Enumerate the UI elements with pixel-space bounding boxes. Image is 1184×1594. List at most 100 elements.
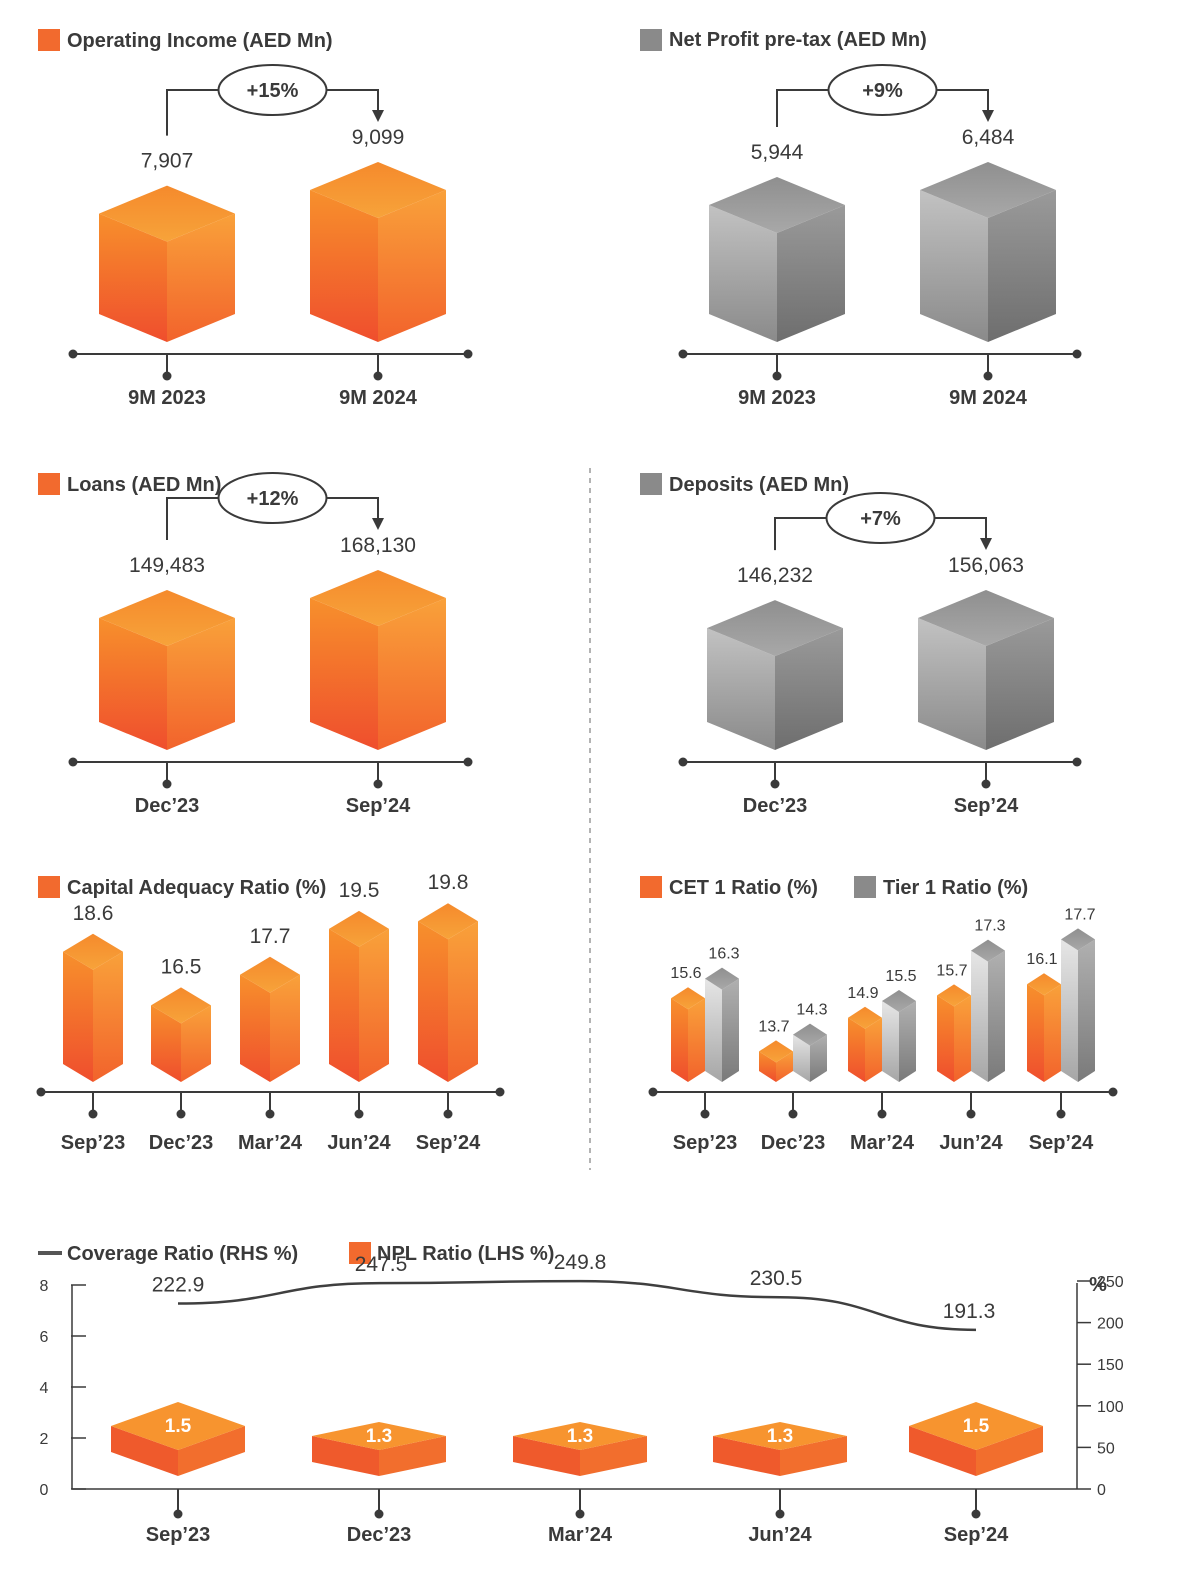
x-tick-dot [162, 779, 172, 789]
prism-right-face [865, 1017, 882, 1082]
x-tick-label: Sep’24 [944, 1524, 1009, 1546]
cet1-bar [937, 984, 971, 1082]
left-tick-label: 6 [40, 1329, 49, 1346]
car-bar [418, 903, 478, 1082]
axis-end-dot [678, 349, 688, 359]
prism-right-face [780, 1436, 847, 1476]
prism-right-face [988, 190, 1056, 342]
deposits-chart: Deposits (AED Mn) 146,232 Dec’23 156,063 Se… [640, 473, 1082, 817]
prism-top-face [99, 185, 235, 242]
x-tick-label: Dec’23 [135, 795, 200, 817]
axis-end-dot [463, 349, 473, 359]
prism-left-face [513, 1436, 580, 1476]
legend-swatch-npl [349, 1242, 371, 1264]
x-tick-dot [775, 1509, 785, 1519]
tier1-bar [882, 990, 916, 1082]
left-tick-label: 0 [40, 1482, 49, 1499]
tier1-data-label: 16.3 [708, 946, 739, 963]
prism-right-face [899, 1001, 916, 1082]
data-label: 18.6 [73, 902, 114, 925]
prism-top-face [1027, 973, 1061, 996]
x-tick-dot [354, 1109, 364, 1119]
growth-bracket-left [166, 497, 219, 540]
coverage-line [177, 1279, 977, 1332]
bar-cube [310, 162, 446, 342]
prism-top-face [848, 1006, 882, 1029]
prism-left-face [312, 1436, 379, 1476]
growth-bracket-right [326, 497, 379, 522]
prism-top-face [920, 162, 1056, 218]
prism-left-face [240, 974, 270, 1082]
right-tick-label: 100 [1097, 1399, 1124, 1416]
axis-end-dot [1072, 757, 1082, 767]
left-tick-label: 4 [40, 1380, 49, 1397]
prism-top-face [310, 162, 446, 218]
legend-label-tier1: Tier 1 Ratio (%) [883, 877, 1028, 899]
prism-right-face [181, 1005, 211, 1082]
data-label: 19.5 [339, 879, 380, 902]
prism-right-face [777, 204, 845, 342]
x-tick-label: Dec’23 [347, 1524, 412, 1546]
prism-left-face [329, 928, 359, 1082]
prism-top-face [312, 1422, 446, 1450]
growth-arrow-head [372, 110, 384, 122]
car-bar [63, 933, 123, 1082]
axis-end-dot [495, 1087, 505, 1097]
prism-right-face [93, 951, 123, 1082]
axis-end-dot [1108, 1087, 1118, 1097]
legend-label-coverage: Coverage Ratio (RHS %) [67, 1243, 298, 1265]
growth-badge [217, 472, 328, 524]
legend-swatch-cet1 [640, 876, 662, 898]
loans-chart: Loans (AED Mn) 149,483 Dec’23 168,130 Sep’2… [38, 472, 473, 817]
prism-right-face [722, 978, 739, 1082]
prism-right-face [986, 618, 1054, 750]
prism-left-face [793, 1034, 810, 1082]
axis-end-dot [463, 757, 473, 767]
x-tick-dot [788, 1109, 798, 1119]
cet1-bar [848, 1006, 882, 1082]
bar-cube [99, 589, 235, 750]
prism-top-face [759, 1040, 793, 1063]
legend-swatch [640, 29, 662, 51]
prism-top-face [1061, 928, 1095, 951]
data-label: 6,484 [962, 126, 1015, 149]
bar-cube [918, 590, 1054, 750]
car-bar [151, 987, 211, 1082]
cet1-bar [671, 987, 705, 1082]
coverage-data-label: 230.5 [750, 1267, 803, 1290]
growth-bracket-left [776, 89, 829, 127]
car-bar [240, 956, 300, 1082]
prism-right-face [167, 213, 235, 342]
legend-swatch [38, 473, 60, 495]
axis-end-dot [678, 757, 688, 767]
prism-right-face [378, 598, 446, 750]
prism-top-face [705, 967, 739, 990]
chart-title: Deposits (AED Mn) [669, 474, 849, 496]
npl-data-label: 1.3 [567, 1426, 593, 1447]
x-tick-label: Dec’23 [743, 795, 808, 817]
x-tick-dot [971, 1509, 981, 1519]
cet1-data-label: 13.7 [758, 1018, 789, 1035]
x-tick-label: Mar’24 [238, 1132, 303, 1154]
npl-bar: 1.3 [713, 1422, 847, 1476]
prism-right-face [976, 1426, 1043, 1476]
x-tick-dot [700, 1109, 710, 1119]
right-axis-unit: % [1089, 1274, 1107, 1296]
prism-right-face [1044, 984, 1061, 1082]
bar-cube [707, 600, 843, 750]
prism-top-face [240, 956, 300, 993]
npl-data-label: 1.3 [366, 1426, 392, 1447]
prism-top-face [111, 1402, 245, 1450]
growth-badge [217, 64, 328, 116]
data-label: 9,099 [352, 126, 405, 149]
tier1-bar [793, 1023, 827, 1082]
chart-title: Net Profit pre-tax (AED Mn) [669, 29, 927, 51]
x-tick-dot [88, 1109, 98, 1119]
prism-left-face [707, 628, 775, 750]
x-tick-dot [374, 1509, 384, 1519]
prism-top-face [937, 984, 971, 1007]
x-tick-dot [770, 779, 780, 789]
prism-top-face [909, 1402, 1043, 1450]
prism-top-face [707, 600, 843, 657]
data-label: 5,944 [751, 141, 804, 164]
